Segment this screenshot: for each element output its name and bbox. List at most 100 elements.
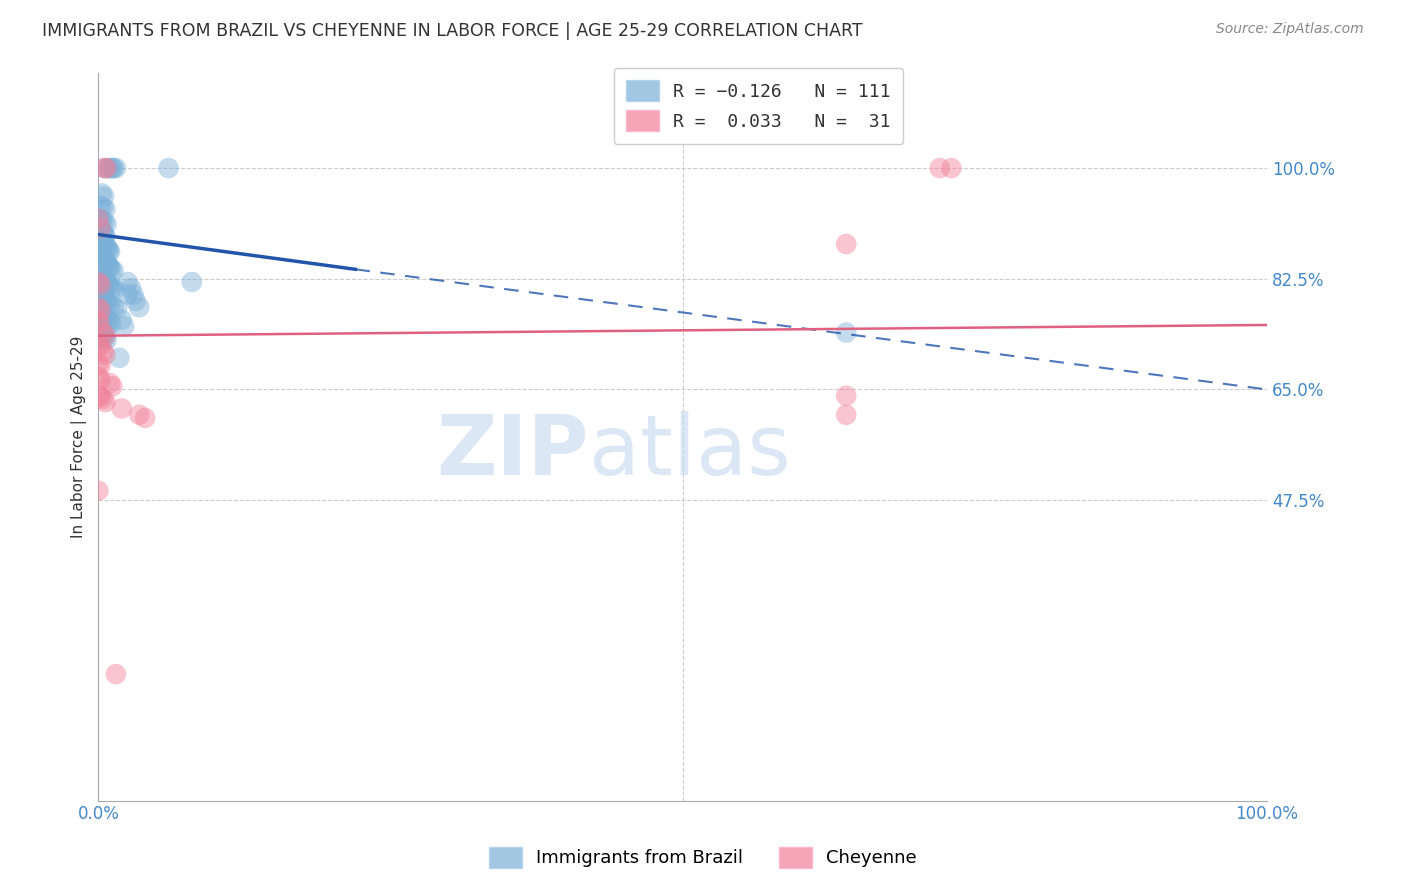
Point xyxy=(835,389,858,403)
Point xyxy=(125,293,148,308)
Point xyxy=(93,227,115,242)
Point xyxy=(103,161,125,175)
Point xyxy=(97,244,120,258)
Point xyxy=(96,293,118,308)
Point xyxy=(90,250,112,264)
Point xyxy=(94,293,117,307)
Point xyxy=(101,379,124,393)
Point xyxy=(104,667,127,681)
Point xyxy=(97,295,120,310)
Point xyxy=(93,189,115,203)
Point xyxy=(89,328,111,343)
Point xyxy=(90,234,112,248)
Point xyxy=(89,246,111,260)
Point xyxy=(103,300,125,314)
Point xyxy=(112,319,135,334)
Point xyxy=(93,161,115,175)
Point xyxy=(91,251,114,265)
Point xyxy=(90,307,112,321)
Point xyxy=(96,313,118,327)
Point xyxy=(117,287,139,301)
Point xyxy=(93,310,115,324)
Legend: Immigrants from Brazil, Cheyenne: Immigrants from Brazil, Cheyenne xyxy=(478,836,928,879)
Point xyxy=(93,252,115,267)
Point xyxy=(94,273,117,287)
Point xyxy=(97,278,120,293)
Point xyxy=(90,390,112,404)
Point xyxy=(89,319,111,334)
Legend: R = −0.126   N = 111, R =  0.033   N =  31: R = −0.126 N = 111, R = 0.033 N = 31 xyxy=(614,68,904,144)
Point xyxy=(90,221,112,235)
Point xyxy=(87,357,110,371)
Point xyxy=(94,311,117,326)
Point xyxy=(94,202,117,217)
Point xyxy=(100,316,122,330)
Point xyxy=(91,392,114,406)
Point xyxy=(111,401,134,416)
Point xyxy=(89,285,111,299)
Point xyxy=(98,161,121,175)
Point xyxy=(94,348,117,362)
Point xyxy=(90,232,112,246)
Point xyxy=(90,213,112,227)
Point xyxy=(117,275,139,289)
Text: Source: ZipAtlas.com: Source: ZipAtlas.com xyxy=(1216,22,1364,37)
Point xyxy=(94,228,117,243)
Point xyxy=(90,305,112,319)
Point xyxy=(835,237,858,252)
Point xyxy=(97,242,120,256)
Point xyxy=(108,351,131,365)
Point xyxy=(101,281,124,295)
Point xyxy=(90,303,112,318)
Point xyxy=(93,291,115,305)
Point xyxy=(941,161,963,175)
Point xyxy=(98,297,121,311)
Point xyxy=(90,268,112,282)
Point xyxy=(90,287,112,301)
Point xyxy=(180,275,202,289)
Point xyxy=(97,277,120,291)
Point xyxy=(98,244,121,259)
Point xyxy=(87,313,110,327)
Point xyxy=(89,265,111,279)
Point xyxy=(134,411,156,425)
Point xyxy=(98,376,121,391)
Point xyxy=(111,313,134,327)
Point xyxy=(98,260,121,275)
Point xyxy=(93,161,115,175)
Point xyxy=(90,211,112,226)
Point xyxy=(90,278,112,293)
Point xyxy=(90,339,112,353)
Point xyxy=(90,322,112,336)
Point xyxy=(96,256,118,270)
Point xyxy=(94,395,117,409)
Point xyxy=(91,344,114,359)
Point xyxy=(96,161,118,175)
Point xyxy=(91,308,114,322)
Point xyxy=(90,221,112,235)
Point xyxy=(93,215,115,229)
Point xyxy=(104,283,127,297)
Text: atlas: atlas xyxy=(589,411,792,492)
Point xyxy=(87,483,110,498)
Point xyxy=(90,224,112,238)
Point xyxy=(928,161,950,175)
Point xyxy=(128,300,150,314)
Point xyxy=(87,369,110,384)
Point xyxy=(90,373,112,387)
Point xyxy=(128,408,150,422)
Point xyxy=(90,199,112,213)
Point xyxy=(87,211,110,226)
Point xyxy=(91,200,114,214)
Point xyxy=(87,338,110,352)
Point xyxy=(91,226,114,240)
Point xyxy=(101,161,124,175)
Point xyxy=(90,320,112,334)
Point xyxy=(835,408,858,422)
Point xyxy=(122,287,145,301)
Point xyxy=(104,161,127,175)
Point xyxy=(91,235,114,249)
Point xyxy=(93,324,115,338)
Point xyxy=(94,328,117,343)
Point xyxy=(94,238,117,252)
